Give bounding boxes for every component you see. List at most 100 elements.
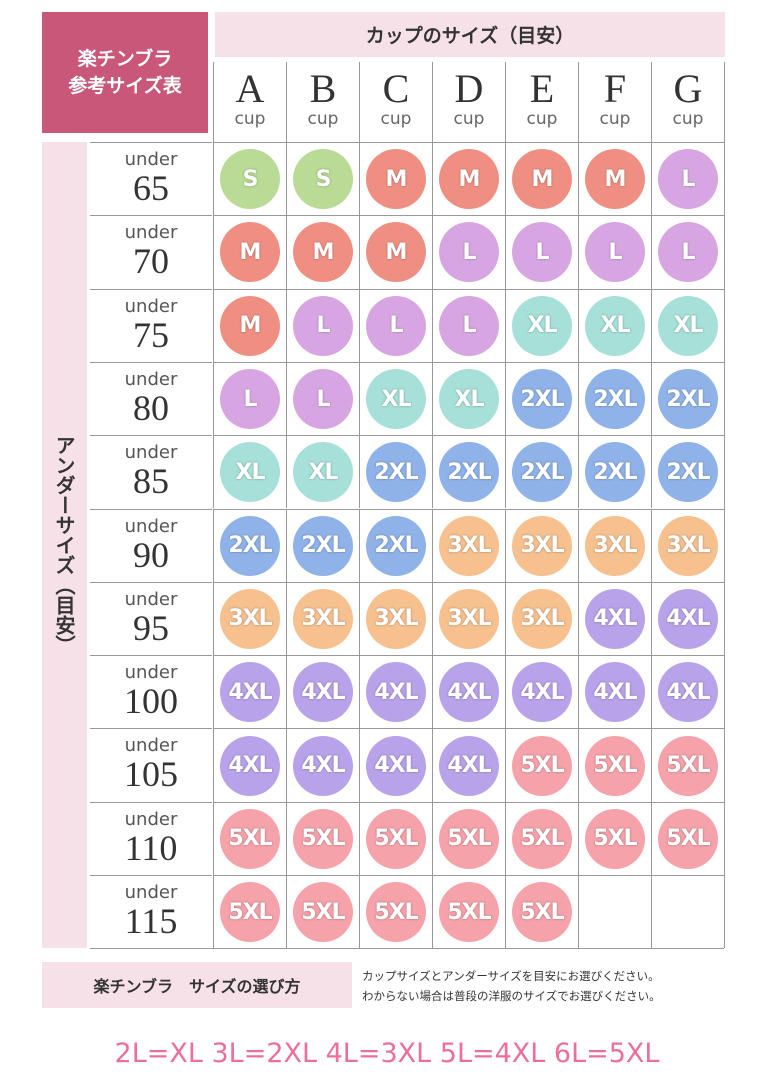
table-cell: 5XL xyxy=(286,875,359,949)
table-cell: 4XL xyxy=(578,581,651,656)
under-word: under xyxy=(124,442,178,464)
cup-letter: A xyxy=(235,66,265,111)
cup-letter: D xyxy=(454,66,484,111)
under-word: under xyxy=(124,808,178,830)
size-badge: 2XL xyxy=(512,369,572,430)
table-cell: L xyxy=(651,142,724,216)
size-badge: L xyxy=(658,222,718,283)
table-cell: M xyxy=(432,142,505,216)
table-cell: 4XL xyxy=(651,655,724,729)
size-badge: 5XL xyxy=(293,882,353,943)
under-word: under xyxy=(124,588,178,610)
size-badge: L xyxy=(293,295,353,356)
size-badge: 3XL xyxy=(439,515,499,576)
size-badge: 4XL xyxy=(585,588,645,649)
table-cell: XL xyxy=(432,361,505,436)
title-line: 参考サイズ表 xyxy=(68,74,182,97)
cup-heading: カップのサイズ（目安） xyxy=(215,12,725,57)
table-cell: XL xyxy=(651,288,724,362)
footer-title: 楽チンブラ サイズの選び方 xyxy=(42,962,352,1008)
table-cell: 3XL xyxy=(432,508,505,582)
size-badge: 4XL xyxy=(366,662,426,723)
cup-letter: C xyxy=(382,66,410,111)
size-badge: 4XL xyxy=(366,735,426,796)
table-cell: 2XL xyxy=(578,435,651,509)
under-size: 95 xyxy=(133,607,169,648)
size-badge: 4XL xyxy=(439,662,499,723)
table-cell: 4XL xyxy=(578,655,651,729)
table-cell: M xyxy=(286,215,359,289)
size-badge: 4XL xyxy=(220,662,280,723)
table-cell: 5XL xyxy=(213,801,286,875)
table-cell: 5XL xyxy=(505,728,578,802)
under-size: 85 xyxy=(133,461,169,502)
table-cell: 4XL xyxy=(359,728,432,802)
table-cell: 3XL xyxy=(286,581,359,656)
table-cell: 4XL xyxy=(286,728,359,802)
table-cell: S xyxy=(286,142,359,216)
size-badge: 4XL xyxy=(220,735,280,796)
size-badge: L xyxy=(512,222,572,283)
under-label: under 80 xyxy=(90,361,212,435)
under-label: under 105 xyxy=(90,728,212,801)
size-badge: 2XL xyxy=(220,515,280,576)
table-cell: M xyxy=(578,142,651,216)
size-badge: 3XL xyxy=(512,515,572,576)
table-cell: 4XL xyxy=(432,728,505,802)
size-badge: 5XL xyxy=(366,808,426,869)
under-word: under xyxy=(124,515,178,537)
table-cell: 4XL xyxy=(505,655,578,729)
table-cell: 2XL xyxy=(651,435,724,509)
table-cell: 2XL xyxy=(359,508,432,582)
size-badge: 4XL xyxy=(439,735,499,796)
size-badge: M xyxy=(512,149,572,210)
under-word: under xyxy=(124,222,178,244)
table-cell: XL xyxy=(286,435,359,509)
footer-note: わからない場合は普段の洋服のサイズでお選びください。 xyxy=(362,989,661,1003)
size-badge: 5XL xyxy=(366,882,426,943)
cup-letter: G xyxy=(673,66,703,111)
table-cell: 2XL xyxy=(213,508,286,582)
under-label: under 95 xyxy=(90,581,212,655)
table-cell: L xyxy=(651,215,724,289)
cup-unit: cup xyxy=(672,109,704,129)
table-cell: 4XL xyxy=(359,655,432,729)
size-badge: 3XL xyxy=(658,515,718,576)
table-cell: 3XL xyxy=(505,581,578,656)
table-cell: L xyxy=(432,215,505,289)
table-cell: 4XL xyxy=(432,655,505,729)
table-cell: 2XL xyxy=(286,508,359,582)
under-size: 105 xyxy=(124,754,178,795)
under-size: 70 xyxy=(133,241,169,282)
size-badge: M xyxy=(366,149,426,210)
cup-letter: F xyxy=(603,66,627,111)
under-label: under 115 xyxy=(90,875,212,948)
size-badge: 2XL xyxy=(585,369,645,430)
size-badge: M xyxy=(220,222,280,283)
size-badge: 5XL xyxy=(512,882,572,943)
size-badge: 4XL xyxy=(585,662,645,723)
size-badge: 2XL xyxy=(658,369,718,430)
under-label: under 90 xyxy=(90,508,212,582)
under-word: under xyxy=(124,368,178,390)
size-badge: 4XL xyxy=(293,662,353,723)
table-cell: 3XL xyxy=(213,581,286,656)
table-cell: L xyxy=(578,215,651,289)
under-word: under xyxy=(124,149,178,170)
under-label: under 70 xyxy=(90,215,212,288)
under-label: under 85 xyxy=(90,435,212,508)
table-cell: L xyxy=(432,288,505,362)
size-badge: 4XL xyxy=(658,588,718,649)
under-word: under xyxy=(124,735,178,757)
size-badge: S xyxy=(293,149,353,210)
table-cell: XL xyxy=(359,361,432,436)
table-cell: M xyxy=(505,142,578,216)
table-cell xyxy=(651,875,724,949)
size-badge: 4XL xyxy=(293,735,353,796)
table-cell: M xyxy=(359,142,432,216)
title-line: 楽チンブラ xyxy=(77,47,173,70)
title-box: 楽チンブラ 参考サイズ表 xyxy=(42,12,208,133)
